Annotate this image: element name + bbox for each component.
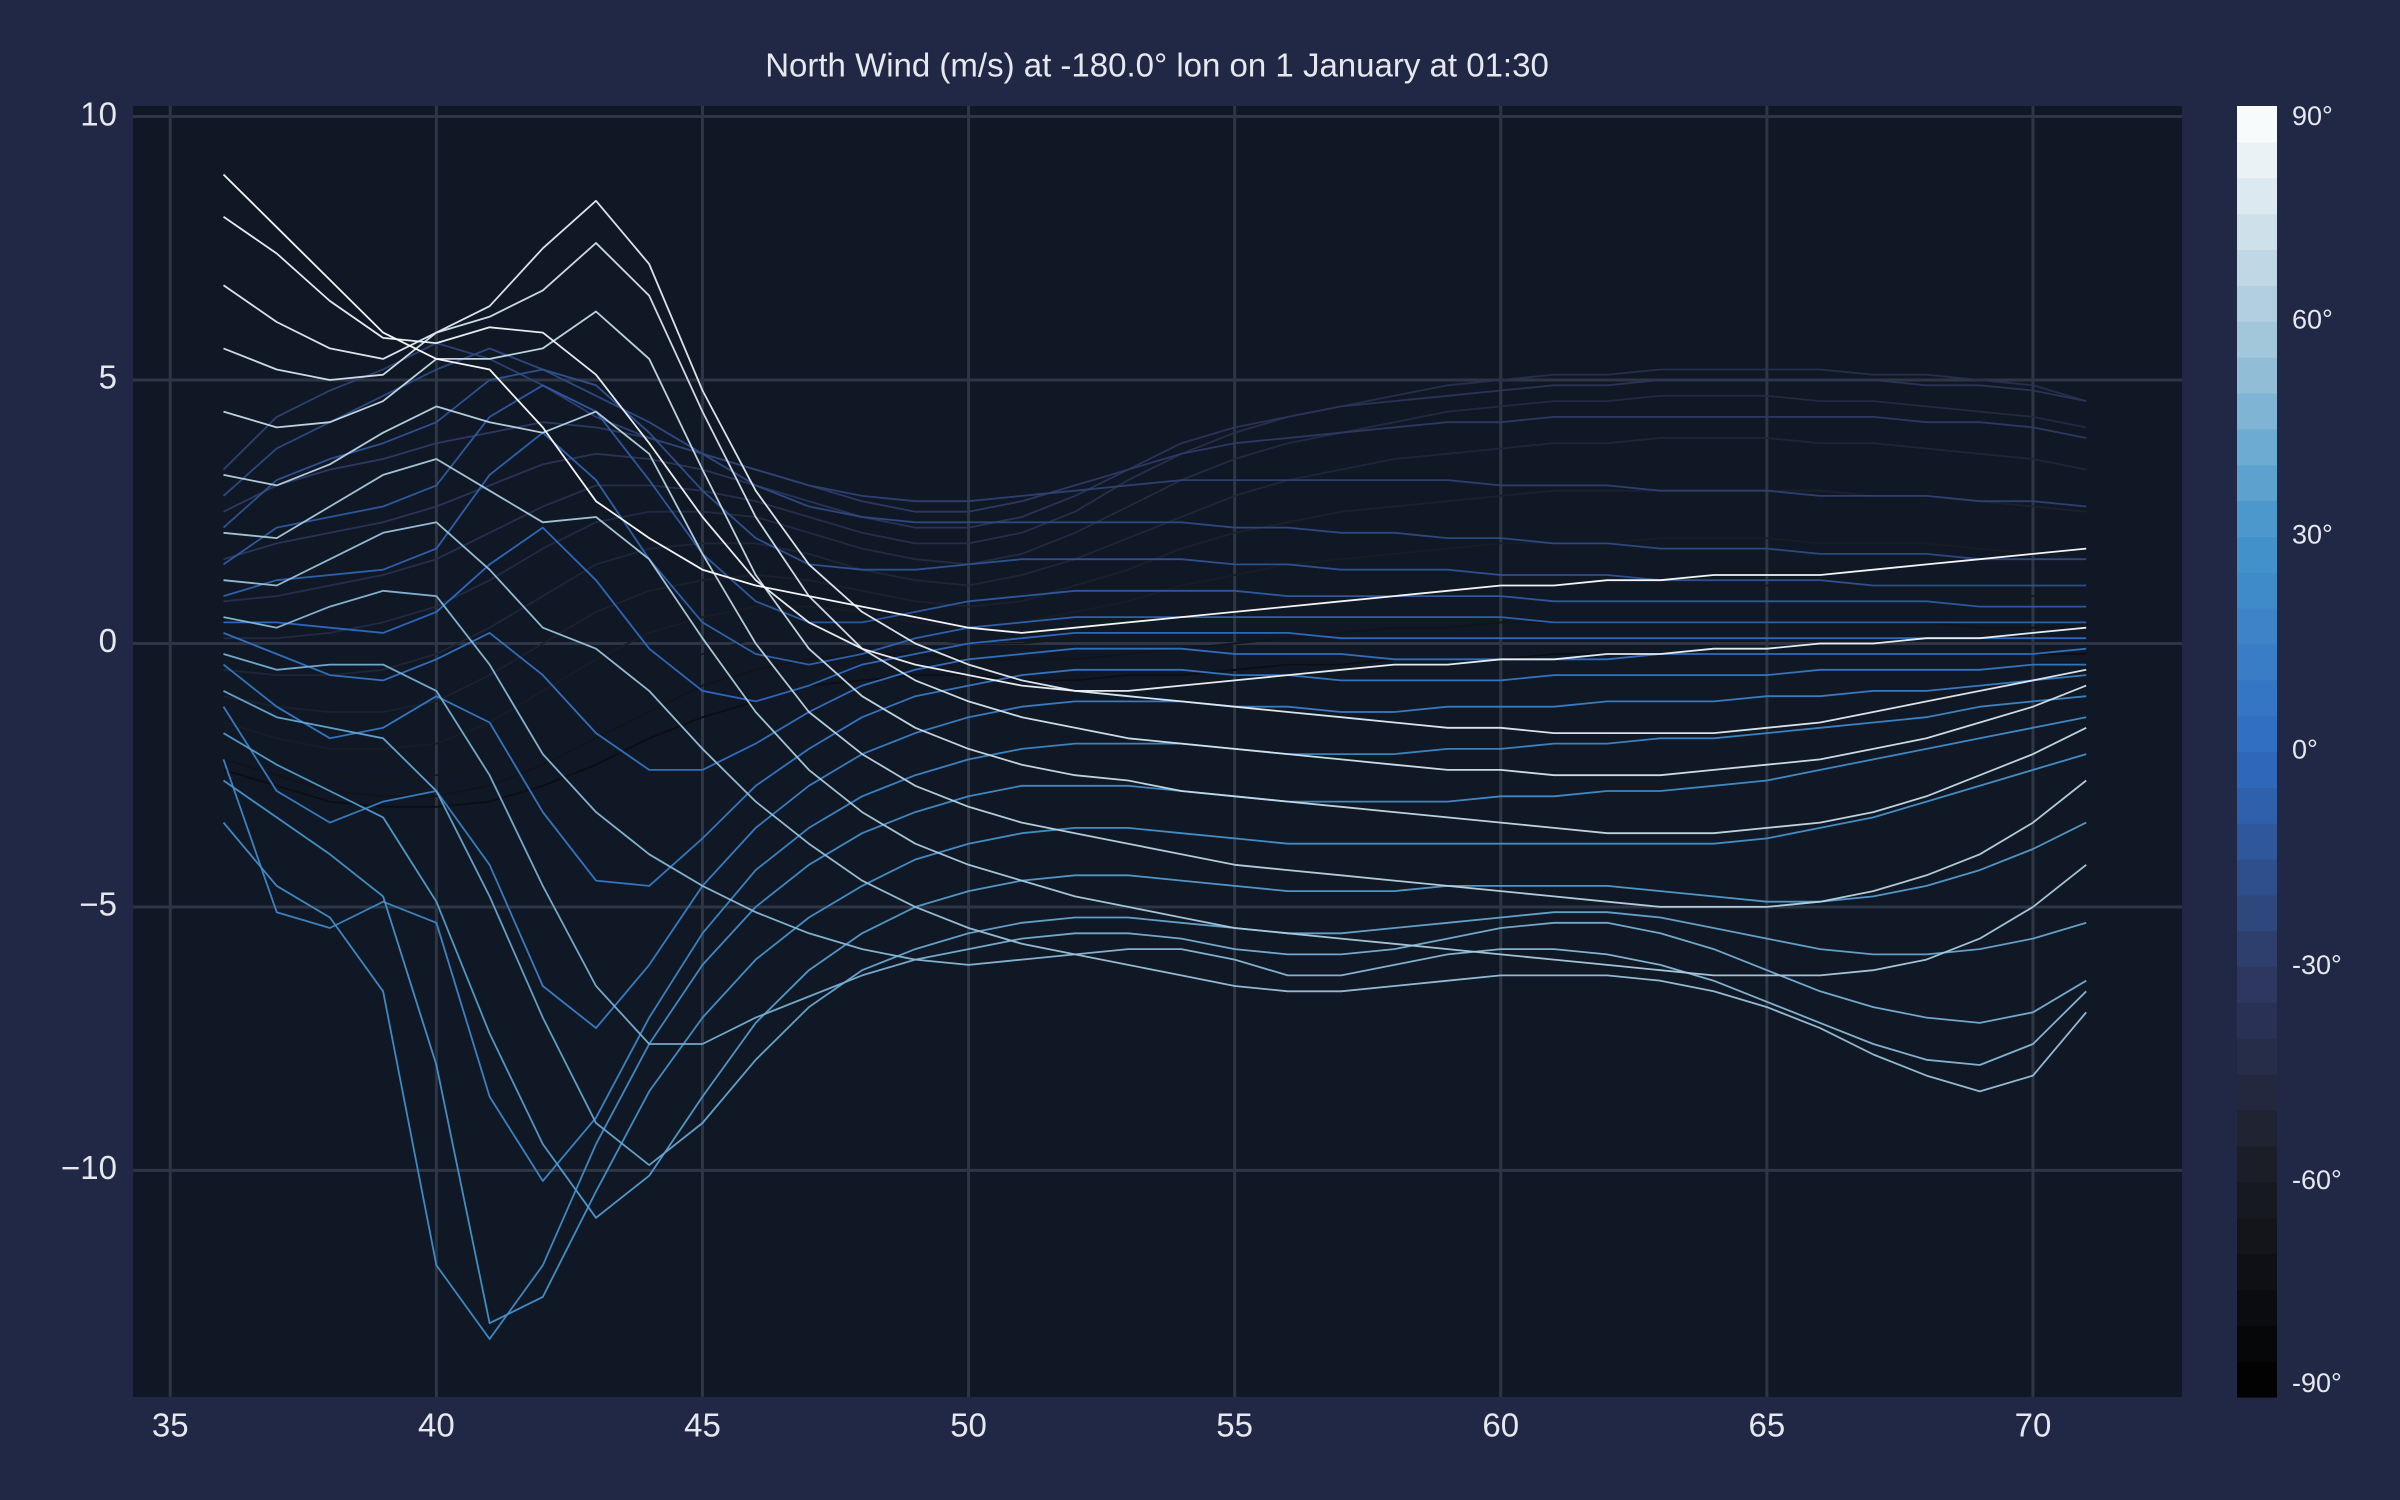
series-line xyxy=(223,242,2087,777)
series-line xyxy=(223,458,2087,977)
colorbar-segment xyxy=(2237,213,2277,251)
x-tick-label: 35 xyxy=(152,1407,189,1444)
colorbar-segment xyxy=(2237,715,2277,753)
colorbar-segment xyxy=(2237,894,2277,932)
series-line xyxy=(223,437,2087,676)
series-line xyxy=(222,716,2087,1340)
colorbar-segment xyxy=(2237,966,2277,1004)
chart-title: North Wind (m/s) at -180.0° lon on 1 Jan… xyxy=(765,47,1549,84)
y-tick-label: 0 xyxy=(99,622,117,659)
series-line xyxy=(222,173,2087,634)
colorbar-segment xyxy=(2237,500,2277,537)
series-line xyxy=(223,589,2087,1066)
series-line xyxy=(223,394,2087,640)
series-line xyxy=(223,416,2087,513)
colorbar-tick-label: 30° xyxy=(2292,519,2333,549)
series-line xyxy=(223,537,2087,750)
series-line xyxy=(223,310,2087,835)
y-tick-label: −5 xyxy=(79,886,117,923)
series-line xyxy=(223,653,2087,1045)
colorbar-segment xyxy=(2237,679,2277,717)
series-line xyxy=(222,347,2087,561)
y-tick-label: 5 xyxy=(99,359,117,396)
series-line xyxy=(223,690,2087,1166)
colorbar-segment xyxy=(2237,643,2277,681)
series-line xyxy=(222,215,2087,692)
series-line xyxy=(222,384,2087,624)
colorbar-segment xyxy=(2237,428,2277,466)
x-tick-label: 40 xyxy=(418,1407,455,1444)
colorbar-segment xyxy=(2237,141,2277,179)
colorbar-segment xyxy=(2237,1253,2277,1291)
colorbar-segment xyxy=(2237,1110,2277,1147)
colorbar-tick-label: -60° xyxy=(2292,1165,2342,1195)
colorbar-segment xyxy=(2237,1145,2277,1183)
x-tick-label: 45 xyxy=(684,1407,721,1444)
colorbar-segment xyxy=(2237,859,2277,896)
colorbar-segment xyxy=(2237,930,2277,968)
colorbar: 90° 60° 30° 0° -30° -60° -90° xyxy=(2237,101,2342,1398)
colorbar-tick-label: -90° xyxy=(2292,1368,2342,1398)
x-tick-label: 50 xyxy=(950,1407,987,1444)
colorbar-segment xyxy=(2237,249,2277,286)
colorbar-segment xyxy=(2237,1325,2277,1362)
colorbar-tick-label: 0° xyxy=(2292,735,2318,765)
colorbar-segment xyxy=(2237,177,2277,215)
colorbar-segment xyxy=(2237,464,2277,502)
series-line xyxy=(222,695,2087,1182)
colorbar-segment xyxy=(2237,321,2277,358)
x-tick-label: 60 xyxy=(1482,1407,1519,1444)
colorbar-segment xyxy=(2237,751,2277,788)
colorbar-segment xyxy=(2237,1181,2277,1219)
y-tick-label: −10 xyxy=(61,1149,117,1186)
series-line xyxy=(223,526,2087,703)
colorbar-segment xyxy=(2237,608,2277,645)
series-line xyxy=(222,342,2087,508)
plot-area xyxy=(133,106,2182,1397)
series-line xyxy=(223,632,2087,771)
colorbar-segment xyxy=(2237,787,2277,824)
series-line xyxy=(222,663,2087,887)
x-tick-label: 55 xyxy=(1216,1407,1253,1444)
colorbar-segment xyxy=(2237,357,2277,394)
series-lines xyxy=(222,173,2087,1340)
series-line xyxy=(222,753,2087,1325)
colorbar-segment xyxy=(2237,1038,2277,1075)
x-tick-label: 65 xyxy=(1749,1407,1786,1444)
y-axis: 10 5 0 −5 −10 xyxy=(61,95,117,1186)
colorbar-tick-label: 60° xyxy=(2292,304,2333,334)
series-line xyxy=(223,732,2087,1219)
series-line xyxy=(223,431,2087,666)
colorbar-segment xyxy=(2237,106,2277,143)
x-axis: 35 40 45 50 55 60 65 70 xyxy=(152,1407,2051,1444)
colorbar-segment xyxy=(2237,1002,2277,1039)
series-line xyxy=(222,199,2087,734)
colorbar-segment xyxy=(2237,1217,2277,1255)
colorbar-segment xyxy=(2237,823,2277,860)
series-line xyxy=(223,405,2087,908)
colorbar-segment xyxy=(2237,1289,2277,1326)
colorbar-tick-label: 90° xyxy=(2292,101,2333,131)
colorbar-segment xyxy=(2237,536,2277,573)
colorbar-segment xyxy=(2237,1361,2277,1398)
series-line xyxy=(223,368,2087,603)
colorbar-segment xyxy=(2237,572,2277,609)
x-tick-label: 70 xyxy=(2015,1407,2052,1444)
y-tick-label: 10 xyxy=(80,95,117,132)
series-line xyxy=(223,521,2087,1093)
series-line xyxy=(223,379,2087,561)
series-line xyxy=(222,674,2087,1029)
colorbar-segment xyxy=(2237,285,2277,322)
colorbar-tick-label: -30° xyxy=(2292,950,2342,980)
colorbar-segment xyxy=(2237,392,2277,430)
series-line xyxy=(222,368,2087,587)
colorbar-segment xyxy=(2237,1074,2277,1111)
